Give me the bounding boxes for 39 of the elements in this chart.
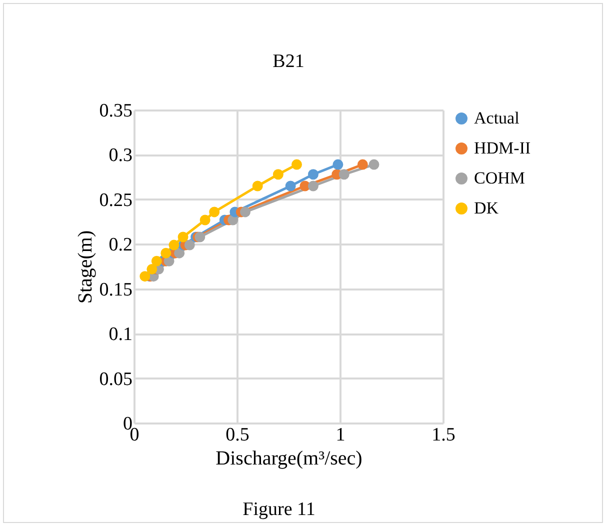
point [272,169,284,180]
x-axis-title: Discharge(m³/sec) [216,448,362,470]
x-tick-label: 1 [336,424,346,446]
point [240,206,250,218]
y-tick-label: 0.2 [108,234,132,256]
point [291,159,302,170]
point [338,169,350,180]
y-tick-label: 0.25 [99,190,132,211]
y-tick-label: 0.05 [99,368,132,390]
x-tick-label: 0.5 [226,424,250,446]
legend-label: DK [474,198,500,218]
point [151,256,162,266]
point [209,206,220,218]
point [308,180,318,192]
y-tick-label: 0.15 [99,279,132,300]
point [285,180,296,192]
point [146,264,158,274]
point [252,180,263,192]
point [178,232,188,242]
legend-label: Actual [474,108,520,128]
point [174,248,185,258]
point [160,248,172,258]
point [184,240,195,250]
y-axis-title: Stage(m) [74,230,96,304]
point [332,159,344,170]
point [368,159,380,170]
point [140,271,150,282]
point [168,240,180,250]
legend-label: COHM [474,168,526,188]
point [308,169,318,180]
legend-label: HDM-II [474,138,531,158]
y-tick-label: 0.35 [99,100,132,122]
point [200,214,210,226]
y-tick-label: 0.1 [108,324,132,346]
caption: Figure 11 [242,499,316,521]
point [357,159,368,170]
x-tick-label: 1.5 [432,424,456,446]
chart-title: B21 [272,51,304,72]
y-tick-label: 0.3 [108,145,132,166]
